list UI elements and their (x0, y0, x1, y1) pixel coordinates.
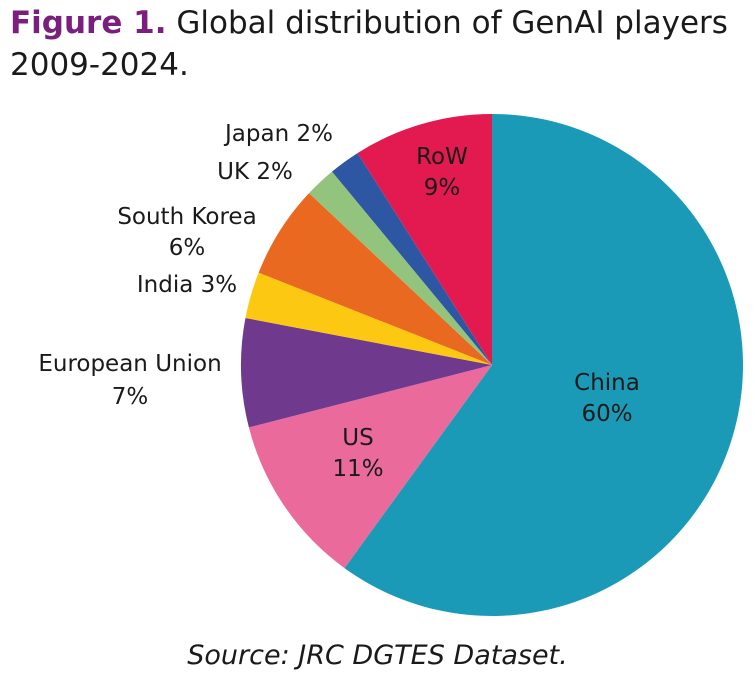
pie-slices (241, 114, 743, 616)
slice-label-european-union: European Union 7% (38, 351, 221, 410)
pie-slice-south-korea (258, 193, 492, 365)
pie-chart: China 60% US 11% European Union 7% India 3% Sou… (38, 114, 743, 616)
figure-title: Figure 1. Global distribution of GenAI p… (10, 2, 745, 86)
slice-label-row: RoW 9% (416, 144, 468, 201)
slice-label-us: US 11% (332, 425, 383, 482)
figure-number: Figure 1. (10, 5, 167, 41)
slice-label-india: India 3% (137, 272, 237, 298)
slice-label-japan: Japan 2% (223, 121, 333, 147)
slice-label-uk: UK 2% (217, 159, 293, 185)
slice-label-china: China 60% (574, 370, 640, 427)
source-note: Source: JRC DGTES Dataset. (187, 640, 568, 671)
figure-title-text: Global distribution of GenAI players 200… (10, 5, 728, 83)
slice-label-south-korea: South Korea 6% (117, 204, 256, 261)
pie-slice-india (245, 272, 492, 365)
pie-labels: China 60% US 11% European Union 7% India 3% Sou… (38, 121, 640, 482)
pie-slice-japan (332, 153, 492, 365)
pie-slice-uk (309, 171, 492, 365)
pie-slice-us (248, 365, 492, 569)
pie-slice-china (344, 114, 743, 616)
pie-slice-european-union (241, 317, 492, 428)
pie-slice-row (357, 114, 492, 365)
